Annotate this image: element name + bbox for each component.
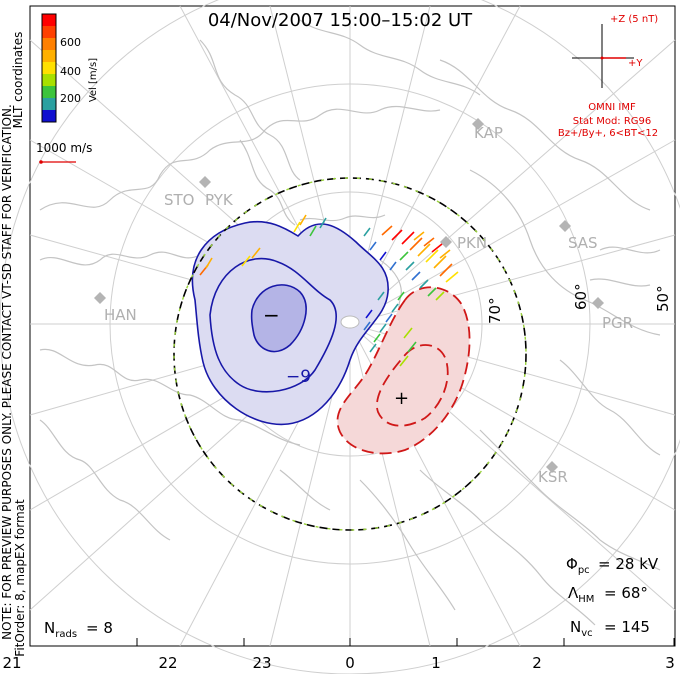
mlt-label-0: 0 xyxy=(345,654,355,672)
nrads-subscript: rads xyxy=(55,629,77,640)
nvc-value: = 145 xyxy=(604,618,650,636)
lambda-symbol: Λ xyxy=(568,584,579,602)
radar-marker-sto xyxy=(199,176,211,188)
positive-contour-mid xyxy=(376,344,449,427)
radar-marker-han xyxy=(94,292,106,304)
radar-label-ksr: KSR xyxy=(538,468,568,486)
positive-cell-fill xyxy=(336,286,471,455)
preview-note: NOTE: FOR PREVIEW PURPOSES ONLY. PLEASE … xyxy=(0,104,14,640)
mlt-label-1: 1 xyxy=(431,654,441,672)
plot-title: 04/Nov/2007 15:00–15:02 UT xyxy=(208,10,473,31)
max-potential-marker: + xyxy=(394,388,409,409)
radar-label-pkn: PKN xyxy=(457,234,487,252)
imf-z-label: +Z (5 nT) xyxy=(610,14,658,25)
lambda-value: = 68° xyxy=(604,584,648,602)
scale-vector xyxy=(39,160,76,164)
radar-marker-ksr xyxy=(546,461,558,473)
negative-contour-inner xyxy=(250,284,307,353)
imf-clock xyxy=(572,24,634,88)
lambda-subscript: HM xyxy=(578,594,594,605)
scale-vector-label: 1000 m/s xyxy=(36,141,92,155)
hm-boundary xyxy=(173,177,527,531)
radar-label-sas: SAS xyxy=(568,234,598,252)
imf-model: Stat Mod: RG96 xyxy=(573,116,652,127)
colorbar-tick-200: 200 xyxy=(60,92,81,105)
radar-marker-pkn xyxy=(440,236,452,248)
colorbar-ticks: 600 400 200 xyxy=(60,36,81,105)
latitude-labels: 70° 60° 50° xyxy=(486,283,672,324)
imf-source: OMNI IMF xyxy=(588,102,636,113)
svg-text:ΛHM: ΛHM xyxy=(568,584,594,605)
velocity-vectors xyxy=(199,214,459,367)
phi-value: = 28 kV xyxy=(598,555,659,573)
mlt-label-22: 22 xyxy=(158,654,177,672)
coordinates-note: MLT coordinates xyxy=(11,32,25,129)
nvc-symbol: N xyxy=(570,618,581,636)
stat-vector-count: Nvc = 145 xyxy=(570,618,650,639)
fit-info: FitOrder: 8, mapEX format xyxy=(13,499,27,657)
stat-heppner-maynard: ΛHM = 68° xyxy=(568,584,648,605)
nvc-subscript: vc xyxy=(581,628,592,639)
radar-label-pyk: PYK xyxy=(205,191,234,209)
mlt-label-23: 23 xyxy=(252,654,271,672)
contour-label-neg9: −9 xyxy=(286,367,311,387)
latitude-label-70: 70° xyxy=(486,297,504,324)
colorbar-tick-400: 400 xyxy=(60,65,81,78)
radar-marker-sas xyxy=(559,220,571,232)
radar-label-sto: STO xyxy=(164,191,195,209)
pole-marker xyxy=(340,315,360,329)
velocity-colorbar xyxy=(41,13,57,123)
mlt-axis-labels: 21 22 23 0 1 2 3 xyxy=(2,654,674,672)
colorbar-label: Vel [m/s] xyxy=(88,58,99,102)
radar-label-kap: KAP xyxy=(474,124,503,142)
radar-label-pgr: PGR xyxy=(602,314,633,332)
radar-labels: KAP SAS PGR KSR PKN STO PYK HAN xyxy=(104,124,633,486)
imf-bin: Bz+/By+, 6<BT<12 xyxy=(558,128,658,139)
negative-contour-mid xyxy=(209,257,338,393)
svg-text:Nrads: Nrads xyxy=(44,619,77,640)
latitude-label-60: 60° xyxy=(572,283,590,310)
svg-text:Φpc: Φpc xyxy=(566,555,590,576)
colorbar-tick-600: 600 xyxy=(60,36,81,49)
svg-text:Nvc: Nvc xyxy=(570,618,593,639)
nrads-symbol: N xyxy=(44,619,55,637)
radar-markers xyxy=(94,118,604,473)
radar-marker-pgr xyxy=(592,297,604,309)
nrads-value: = 8 xyxy=(86,619,113,637)
negative-convection-cell xyxy=(191,220,389,426)
radar-marker-kap xyxy=(472,118,484,130)
mlt-label-3: 3 xyxy=(665,654,675,672)
radar-label-han: HAN xyxy=(104,306,137,324)
latitude-label-50: 50° xyxy=(654,285,672,312)
stat-radar-count: Nrads = 8 xyxy=(44,619,113,640)
imf-y-label: +Y xyxy=(628,58,643,69)
phi-subscript: pc xyxy=(578,565,590,576)
mlt-label-21: 21 xyxy=(2,654,21,672)
min-potential-marker: − xyxy=(263,303,280,327)
stat-cross-polar-potential: Φpc = 28 kV xyxy=(566,555,659,576)
positive-convection-cell xyxy=(336,286,471,455)
phi-symbol: Φ xyxy=(566,555,578,573)
mlt-label-2: 2 xyxy=(532,654,542,672)
mlt-axis-ticks xyxy=(29,638,675,646)
